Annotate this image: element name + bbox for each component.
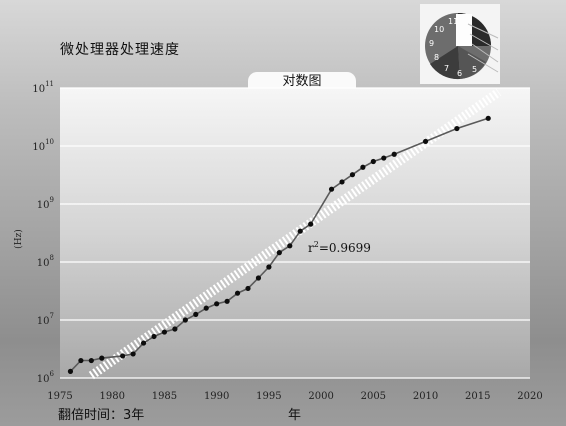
slide-title: 微处理器处理速度 xyxy=(60,42,180,58)
x-tick-label: 2020 xyxy=(517,391,542,402)
data-point xyxy=(297,228,303,234)
y-tick-label: 1010 xyxy=(32,138,54,153)
data-point xyxy=(78,357,84,364)
clock-icon: 11 10 9 8 7 6 5 xyxy=(420,4,500,84)
data-point xyxy=(360,164,366,170)
x-tick-label: 1995 xyxy=(256,391,281,402)
x-tick-label: 2000 xyxy=(308,391,333,402)
r-squared-annotation: r2=0.9699 xyxy=(308,240,371,255)
y-tick-label: 106 xyxy=(37,370,55,385)
data-point xyxy=(287,243,293,249)
data-point xyxy=(172,326,178,332)
series-layer xyxy=(67,115,491,374)
x-tick-label: 2015 xyxy=(465,391,490,402)
y-tick-label: 108 xyxy=(37,254,54,269)
data-point xyxy=(161,329,168,335)
data-point xyxy=(454,125,460,132)
x-tick-label: 1975 xyxy=(47,391,72,402)
data-point xyxy=(245,285,251,292)
x-tick-label: 1980 xyxy=(99,391,124,402)
x-tick-label: 1990 xyxy=(204,391,229,402)
r-squared-prefix: r xyxy=(308,241,314,255)
data-point xyxy=(328,186,335,192)
data-point xyxy=(308,221,314,227)
data-point xyxy=(224,298,230,304)
data-point xyxy=(391,151,397,157)
chart-title: 对数图 xyxy=(248,72,356,90)
data-point xyxy=(193,311,199,317)
r-squared-superscript: 2 xyxy=(314,240,319,249)
data-point xyxy=(485,115,491,121)
clock-numeral: 10 xyxy=(434,25,444,34)
data-point xyxy=(151,333,157,340)
clock-numeral: 9 xyxy=(429,39,434,48)
data-point xyxy=(234,290,241,296)
data-point xyxy=(422,138,429,145)
data-point xyxy=(214,301,220,307)
clock-numeral: 5 xyxy=(472,65,477,74)
x-tick-label: 2005 xyxy=(361,391,386,402)
grid-lines xyxy=(60,87,530,379)
x-tick-labels: 1975 1980 1985 1990 1995 2000 2005 2010 2015 2020 xyxy=(47,391,542,402)
y-tick-labels: 106 107 108 109 1010 1011 xyxy=(32,80,54,385)
clock-numeral: 11 xyxy=(448,17,458,26)
data-point xyxy=(203,305,209,311)
data-point xyxy=(381,155,387,161)
x-tick-label: 2010 xyxy=(413,391,438,402)
y-tick-label: 1011 xyxy=(32,80,54,95)
data-point xyxy=(349,172,356,178)
data-point xyxy=(88,357,94,364)
r-squared-value: =0.9699 xyxy=(319,241,371,255)
data-point xyxy=(370,158,376,165)
y-tick-label: 107 xyxy=(37,312,54,327)
data-point xyxy=(339,179,345,185)
data-point xyxy=(276,250,282,256)
data-point xyxy=(266,264,272,270)
data-point xyxy=(255,275,262,281)
x-tick-label: 1985 xyxy=(152,391,177,402)
data-point xyxy=(67,368,74,374)
data-point xyxy=(140,340,147,346)
data-point xyxy=(182,317,188,323)
data-point xyxy=(120,353,126,359)
data-point xyxy=(99,355,105,361)
data-point xyxy=(130,351,136,357)
clock-numeral: 6 xyxy=(457,69,462,78)
y-tick-label: 109 xyxy=(37,196,54,211)
clock-numeral: 8 xyxy=(434,53,439,62)
y-axis-label: (Hz) xyxy=(13,229,24,249)
clock-numeral: 7 xyxy=(444,64,449,73)
doubling-time-note: 翻倍时间：3年 xyxy=(58,408,145,423)
x-axis-unit-label: 年 xyxy=(288,408,302,423)
